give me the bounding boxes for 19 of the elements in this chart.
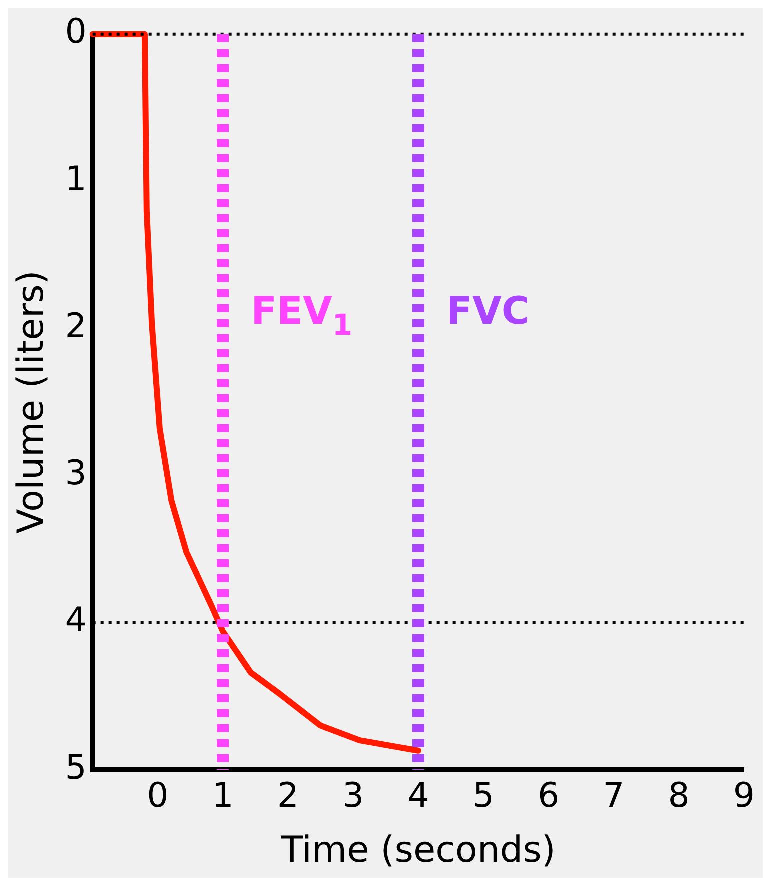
x-tick-label: 8 [668,776,690,816]
x-tick-label: 5 [472,776,494,816]
y-axis-title: Volume (liters) [10,270,52,534]
x-tick-label: 2 [277,776,300,816]
y-tick-label: 2 [65,306,87,346]
x-tick-label: 1 [212,776,234,816]
y-tick-label: 0 [65,12,87,52]
x-tick-label: 9 [733,776,756,816]
x-tick-label: 6 [538,776,560,816]
x-tick-label: 7 [603,776,625,816]
x-tick-label: 3 [342,776,364,816]
y-tick-label: 5 [65,748,87,788]
x-tick-label: 4 [408,776,430,816]
y-tick-label: 4 [65,600,87,641]
x-tick-label: 0 [147,776,169,816]
y-tick-label: 3 [65,454,87,494]
x-axis-title: Time (seconds) [280,830,556,871]
y-tick-label: 1 [65,159,87,200]
ref-line-label: FVC [446,288,530,333]
